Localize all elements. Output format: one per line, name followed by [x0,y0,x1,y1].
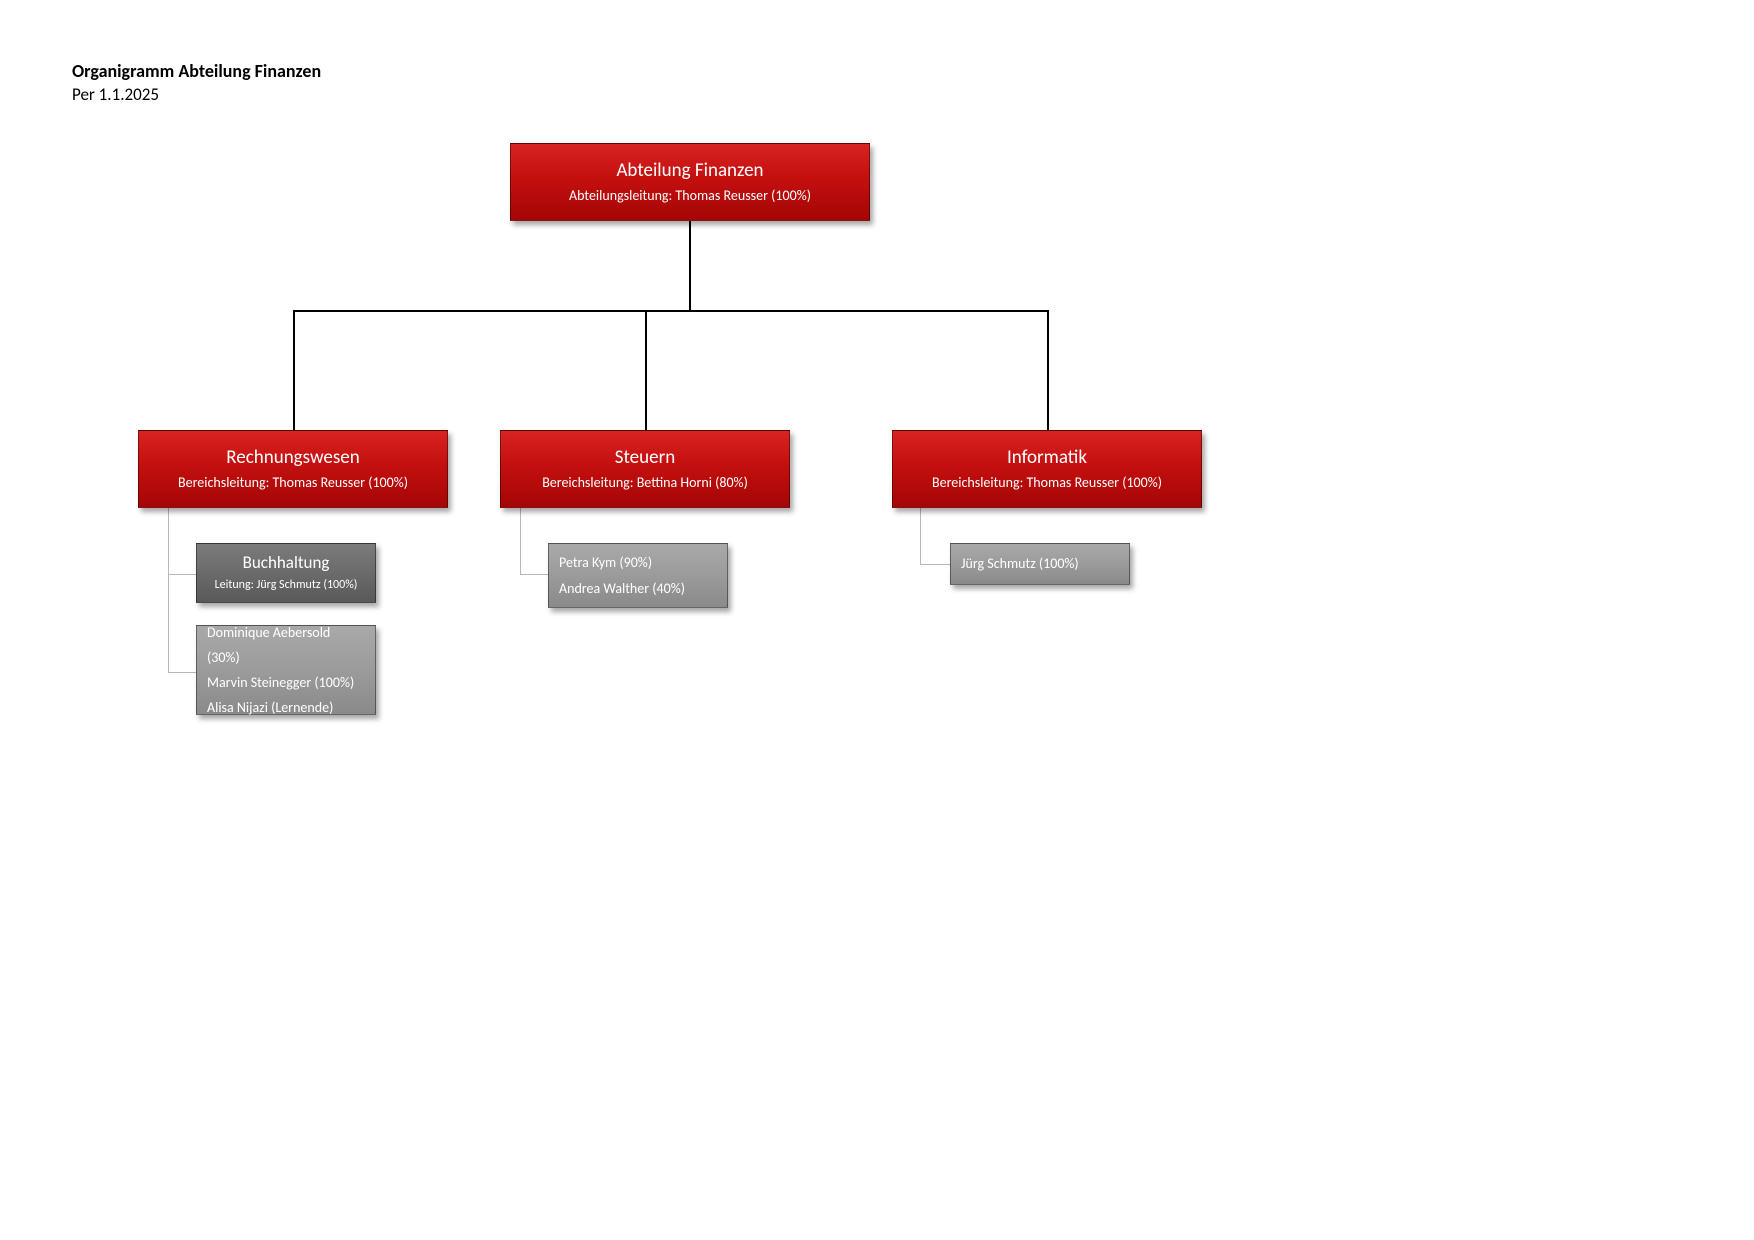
node-sub-title: Buchhaltung [207,552,365,574]
node-root-subtitle: Abteilungsleitung: Thomas Reusser (100%) [521,187,859,205]
page-title: Organigramm Abteilung Finanzen [72,60,321,82]
node-branch-subtitle: Bereichsleitung: Thomas Reusser (100%) [149,474,437,492]
node-branch-title: Steuern [511,446,779,471]
node-staff-line: Andrea Walther (40%) [559,576,717,601]
connector-line [293,310,1049,312]
page-header: Organigramm Abteilung Finanzen Per 1.1.2… [72,60,321,105]
connector-line [1047,310,1049,430]
node-root: Abteilung Finanzen Abteilungsleitung: Th… [510,143,870,221]
connector-elbow [520,508,548,575]
node-root-title: Abteilung Finanzen [521,159,859,184]
connector-line [645,310,647,430]
connector-elbow [920,508,950,565]
node-staff-line: Dominique Aebersold (30%) [207,620,365,670]
node-branch-subtitle: Bereichsleitung: Bettina Horni (80%) [511,474,779,492]
org-chart-canvas: Organigramm Abteilung Finanzen Per 1.1.2… [0,0,1754,1240]
node-branch: Steuern Bereichsleitung: Bettina Horni (8… [500,430,790,508]
node-staff-line: Marvin Steinegger (100%) [207,670,365,695]
node-staff-line: Petra Kym (90%) [559,550,717,575]
node-sub: Dominique Aebersold (30%)Marvin Steinegg… [196,625,376,715]
node-branch-title: Informatik [903,446,1191,471]
connector-line [293,310,295,430]
node-staff-line: Alisa Nijazi (Lernende) [207,695,365,720]
connector-elbow [168,508,196,673]
page-subtitle: Per 1.1.2025 [72,84,321,105]
connector-line [689,221,691,310]
node-sub-subtitle: Leitung: Jürg Schmutz (100%) [207,578,365,594]
node-sub: Petra Kym (90%)Andrea Walther (40%) [548,543,728,608]
node-sub: Buchhaltung Leitung: Jürg Schmutz (100%) [196,543,376,603]
node-branch: Rechnungswesen Bereichsleitung: Thomas Re… [138,430,448,508]
node-staff-line: Jürg Schmutz (100%) [961,551,1119,576]
node-sub: Jürg Schmutz (100%) [950,543,1130,585]
node-branch: Informatik Bereichsleitung: Thomas Reusse… [892,430,1202,508]
node-branch-subtitle: Bereichsleitung: Thomas Reusser (100%) [903,474,1191,492]
node-branch-title: Rechnungswesen [149,446,437,471]
